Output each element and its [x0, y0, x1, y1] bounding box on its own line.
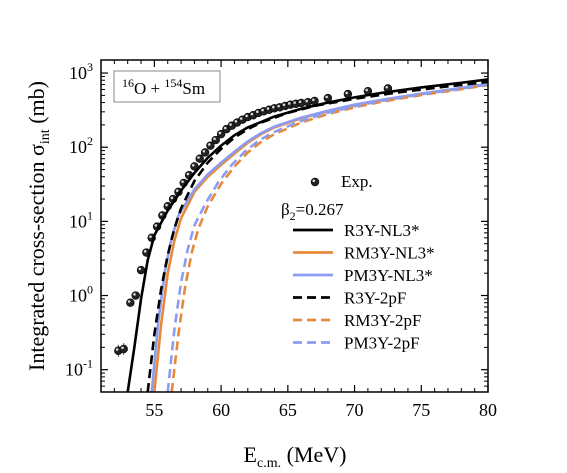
exp-data-point-highlight: [115, 348, 119, 351]
y-tick-label: 102: [69, 134, 93, 157]
exp-data-point-highlight: [239, 117, 243, 120]
exp-data-point-highlight: [127, 300, 131, 303]
exp-data-point-highlight: [261, 108, 264, 112]
annotation-label: 16O + 154Sm: [122, 76, 205, 98]
legend-item-pm3y-nl3: PM3Y-NL3*: [293, 266, 433, 285]
exp-data-point-highlight: [154, 224, 158, 227]
exp-data-point-highlight: [266, 107, 270, 110]
series-line-r3y-nl3: [126, 78, 488, 392]
tick-labels: 55 60 65 70 75 80 10-1 100 101 102 103: [65, 60, 497, 420]
exp-data-point-highlight: [234, 120, 238, 123]
exp-data-point-highlight: [218, 131, 222, 135]
exp-data-point: [200, 148, 210, 157]
x-tick-label: 70: [346, 400, 364, 420]
series-line-r3y-2pf: [146, 80, 488, 392]
exp-data-point-highlight: [133, 293, 136, 296]
exp-data-point: [131, 291, 140, 300]
exp-data-point-highlight: [385, 85, 389, 89]
exp-data-point-highlight: [197, 156, 200, 159]
series-layer: [114, 78, 488, 392]
exp-data-point-highlight: [149, 235, 152, 238]
legend-label: PM3Y-NL3*: [344, 266, 433, 285]
exp-data-point-highlight: [229, 123, 232, 126]
x-tick-label: 75: [412, 400, 430, 420]
x-tick-label: 80: [479, 400, 497, 420]
y-tick-label: 103: [69, 60, 93, 83]
legend-item-pm3y-2pf: PM3Y-2pF: [293, 334, 420, 353]
annotation-frame: [113, 70, 221, 103]
legend-label: R3Y-2pF: [344, 289, 406, 308]
plot-frame: [100, 59, 489, 393]
series-line-rm3y-nl3: [153, 82, 488, 392]
legend-item-exp: Exp.: [310, 172, 373, 191]
legend-item-r3y-2pf: R3Y-2pF: [293, 289, 406, 308]
exp-data-point-highlight: [138, 267, 142, 271]
exp-data-point-highlight: [287, 102, 291, 105]
exp-data-point-highlight: [186, 172, 190, 176]
exp-data-point-highlight: [121, 346, 124, 350]
x-tick-label: 55: [145, 400, 163, 420]
exp-data-point-highlight: [255, 110, 259, 114]
y-tick-label: 100: [69, 283, 93, 306]
exp-data-point-highlight: [345, 91, 348, 95]
exp-data-point-highlight: [143, 250, 147, 253]
exp-data-point: [195, 154, 204, 163]
exp-data-point-highlight: [175, 189, 179, 192]
exp-data-point-highlight: [213, 137, 216, 141]
exp-data-point-highlight: [298, 100, 302, 104]
series-line-pm3y-nl3: [150, 82, 488, 392]
y-tick-label: 101: [69, 208, 93, 231]
x-tick-label: 60: [212, 400, 230, 420]
exp-data-point-highlight: [293, 101, 296, 104]
legend-item-r3y-nl3: R3Y-NL3*: [293, 221, 420, 240]
exp-data-point-highlight: [170, 196, 174, 200]
exp-data-point-highlight: [207, 143, 211, 146]
y-tick-label: 10-1: [65, 357, 93, 380]
exp-data-point-highlight: [282, 103, 286, 107]
legend-marker: [310, 177, 320, 187]
legend-beta-note: β2=0.267: [281, 200, 344, 223]
legend-item-rm3y-2pf: RM3Y-2pF: [293, 311, 421, 330]
series-line-pm3y-2pf: [166, 83, 488, 392]
exp-data-point-highlight: [305, 99, 308, 103]
legend-label: Exp.: [341, 172, 373, 191]
legend-label: RM3Y-2pF: [344, 311, 421, 330]
legend: Exp. R3Y-NL3* RM3Y-NL3* PM3Y-NL3* R3Y-2pF RM3…: [281, 172, 435, 353]
exp-data-point: [136, 265, 146, 275]
exp-data-point-highlight: [277, 104, 280, 108]
exp-data-point-highlight: [165, 203, 168, 207]
y-axis-label: Integrated cross-section σint (mb): [24, 81, 53, 371]
exp-data-point-highlight: [250, 112, 254, 116]
exp-data-point: [126, 298, 135, 307]
exp-data-point-highlight: [312, 98, 315, 102]
exp-data-point-highlight: [271, 105, 275, 109]
exp-data-point-highlight: [181, 180, 184, 184]
exp-data-point-highlight: [365, 88, 368, 92]
exp-data-point-highlight: [245, 114, 248, 118]
exp-data-point: [119, 344, 128, 354]
series-exp: [114, 84, 393, 357]
exp-data-point-highlight: [159, 212, 163, 216]
exp-data-point-highlight: [202, 149, 206, 153]
legend-label: PM3Y-2pF: [344, 334, 420, 353]
legend-item-rm3y-nl3: RM3Y-NL3*: [293, 244, 435, 263]
annotation-box: 16O + 154Sm: [113, 70, 221, 103]
legend-label: R3Y-NL3*: [344, 221, 420, 240]
x-axis-label: Ec.m. (MeV): [244, 442, 347, 471]
exp-data-point-highlight: [223, 126, 227, 130]
exp-data-point-highlight: [191, 163, 195, 167]
legend-label: RM3Y-NL3*: [344, 244, 435, 263]
exp-data-point-highlight: [325, 95, 328, 99]
x-tick-label: 65: [279, 400, 297, 420]
legend-marker-highlight: [312, 179, 316, 183]
